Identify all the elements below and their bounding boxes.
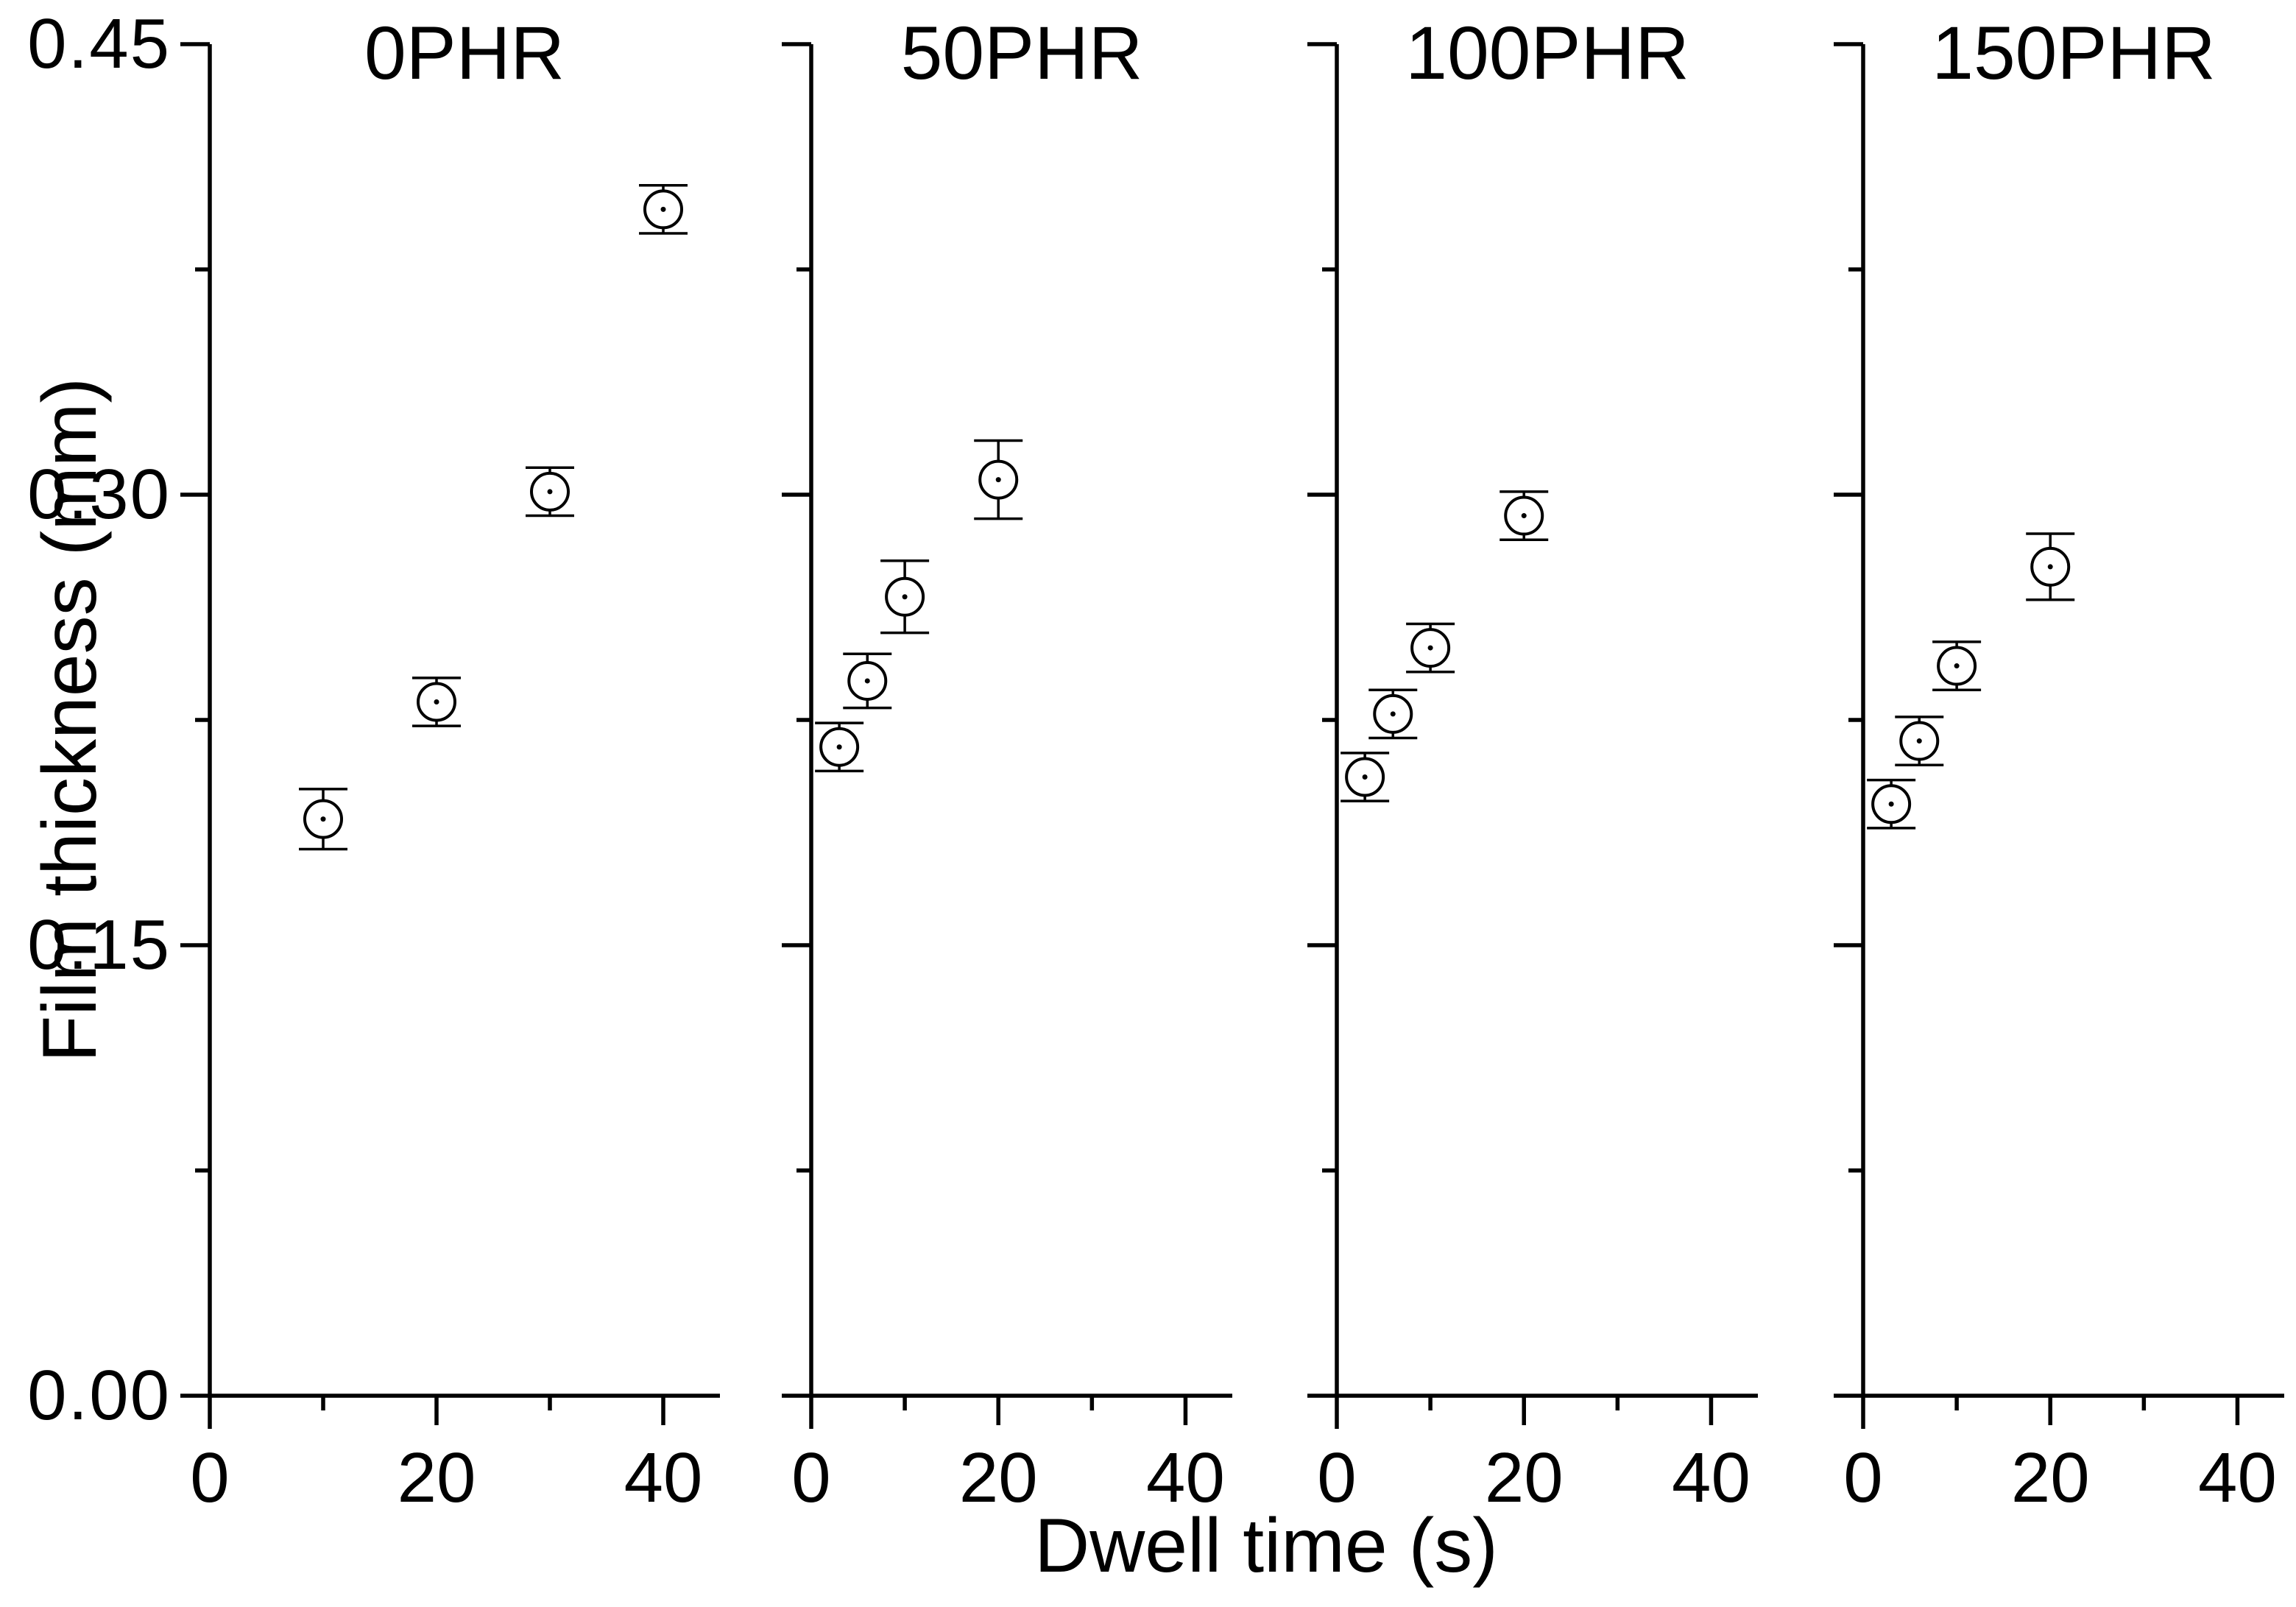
data-point-center-dot bbox=[434, 699, 439, 705]
data-point-center-dot bbox=[1954, 663, 1960, 669]
data-point-center-dot bbox=[995, 477, 1001, 483]
panel-title: 50PHR bbox=[900, 11, 1143, 95]
data-point-center-dot bbox=[547, 489, 553, 495]
x-tick-label: 40 bbox=[1146, 1438, 1225, 1517]
x-tick-label: 40 bbox=[624, 1438, 703, 1517]
data-point-center-dot bbox=[1362, 774, 1368, 780]
data-point-center-dot bbox=[902, 594, 908, 600]
y-tick-label: 0.45 bbox=[27, 4, 171, 83]
x-axis-title: Dwell time (s) bbox=[1034, 1503, 1498, 1589]
x-tick-label: 20 bbox=[959, 1438, 1038, 1517]
data-point-center-dot bbox=[1427, 645, 1433, 651]
x-tick-label: 20 bbox=[2011, 1438, 2090, 1517]
x-tick-label: 20 bbox=[1485, 1438, 1564, 1517]
x-tick-label: 0 bbox=[1317, 1438, 1356, 1517]
y-tick-label: 0.15 bbox=[27, 905, 171, 984]
data-point-center-dot bbox=[1521, 513, 1527, 519]
data-point-center-dot bbox=[1888, 801, 1894, 807]
data-point-center-dot bbox=[836, 744, 842, 750]
panel-title: 0PHR bbox=[364, 11, 565, 95]
x-tick-label: 40 bbox=[1672, 1438, 1751, 1517]
x-tick-label: 0 bbox=[190, 1438, 229, 1517]
data-point-center-dot bbox=[660, 206, 666, 212]
data-point-center-dot bbox=[864, 678, 870, 684]
x-tick-label: 0 bbox=[791, 1438, 830, 1517]
data-point-center-dot bbox=[320, 816, 326, 822]
x-tick-label: 20 bbox=[398, 1438, 476, 1517]
data-point-center-dot bbox=[1390, 711, 1396, 717]
panel-title: 100PHR bbox=[1405, 11, 1689, 95]
panel-title: 150PHR bbox=[1932, 11, 2216, 95]
x-tick-label: 0 bbox=[1843, 1438, 1882, 1517]
data-point-center-dot bbox=[2047, 564, 2053, 570]
y-axis-title: Film thickness (mm) bbox=[27, 377, 113, 1063]
data-point-center-dot bbox=[1916, 738, 1922, 744]
x-tick-label: 40 bbox=[2198, 1438, 2277, 1517]
y-tick-label: 0.30 bbox=[27, 455, 171, 534]
y-tick-label: 0.00 bbox=[27, 1356, 171, 1435]
